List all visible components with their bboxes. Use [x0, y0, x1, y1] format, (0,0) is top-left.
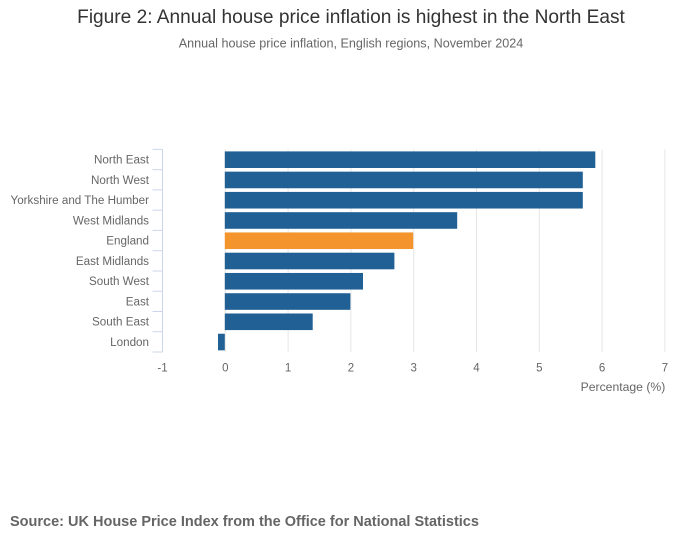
- svg-text:London: London: [110, 336, 149, 349]
- svg-text:Figure 2: Annual house price i: Figure 2: Annual house price inflation i…: [77, 7, 625, 28]
- svg-text:5: 5: [536, 363, 542, 375]
- svg-text:1: 1: [285, 363, 291, 375]
- svg-text:West Midlands: West Midlands: [73, 215, 149, 228]
- svg-text:4: 4: [473, 363, 480, 375]
- svg-text:7: 7: [662, 363, 668, 375]
- svg-text:South East: South East: [92, 316, 150, 329]
- svg-text:2: 2: [348, 363, 354, 375]
- svg-text:East Midlands: East Midlands: [76, 255, 149, 268]
- svg-text:6: 6: [599, 363, 605, 375]
- svg-text:North East: North East: [94, 154, 150, 167]
- svg-text:0: 0: [222, 363, 228, 375]
- svg-text:Percentage (%): Percentage (%): [581, 380, 666, 394]
- svg-text:East: East: [126, 296, 150, 309]
- svg-text:Annual house price inflation,: Annual house price inflation, English re…: [179, 36, 523, 50]
- svg-text:-1: -1: [157, 363, 167, 375]
- svg-text:South West: South West: [89, 275, 150, 288]
- svg-text:Source: UK House Price Index f: Source: UK House Price Index from the Of…: [10, 514, 479, 530]
- svg-text:North West: North West: [91, 174, 150, 187]
- svg-text:England: England: [106, 235, 149, 248]
- svg-text:3: 3: [410, 363, 416, 375]
- svg-text:Yorkshire and The Humber: Yorkshire and The Humber: [11, 194, 150, 207]
